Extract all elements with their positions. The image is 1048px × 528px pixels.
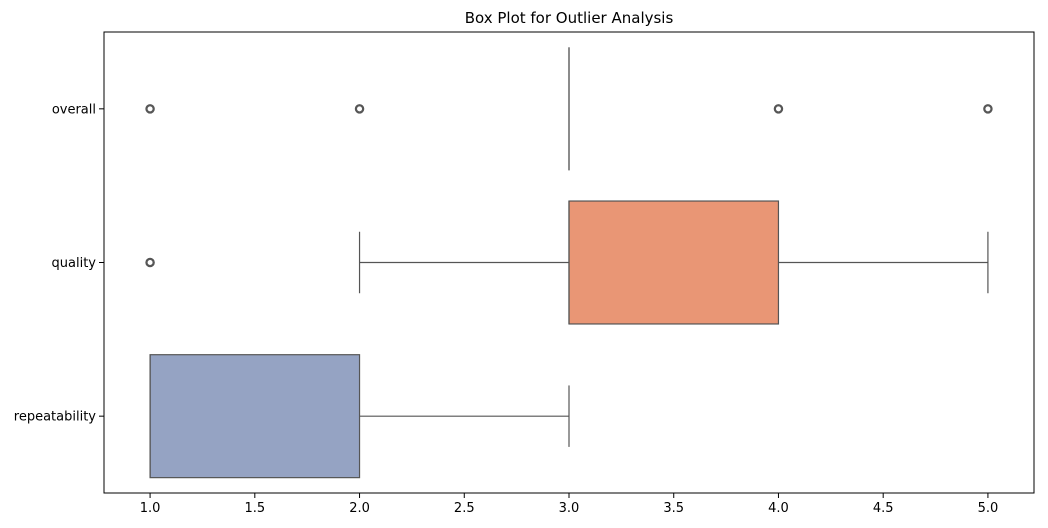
x-tick-label: 1.5	[244, 501, 265, 516]
outlier-overall-1	[354, 104, 365, 114]
outlier-overall-3	[983, 104, 993, 114]
outlier-ring-overall-2	[774, 105, 782, 113]
x-tick-label: 3.0	[559, 501, 580, 516]
axes: 1.0 1.5 2.0 2.5 3.0 3.5 4.0 4.5 5.0 overall qualit…	[14, 102, 998, 516]
x-tick-label: 3.5	[663, 501, 684, 516]
y-tick-label-overall: overall	[52, 102, 96, 117]
y-tick-label-quality: quality	[52, 256, 97, 271]
x-tick-label: 1.0	[140, 501, 161, 516]
x-tick-label: 5.0	[978, 501, 999, 516]
chart-title: Box Plot for Outlier Analysis	[465, 9, 674, 27]
outlier-quality-0	[145, 257, 155, 268]
outlier-ring-overall-3	[984, 105, 992, 113]
x-tick-label: 4.0	[768, 501, 789, 516]
outlier-overall-2	[773, 104, 784, 114]
outlier-ring-overall-1	[356, 105, 364, 113]
box-quality	[568, 200, 780, 325]
box-repeatability	[149, 354, 361, 479]
outlier-ring-overall-0	[146, 105, 154, 113]
x-tick-label: 2.5	[454, 501, 475, 516]
outlier-ring-quality-0	[146, 259, 154, 266]
plot-area	[145, 47, 993, 479]
x-tick-label: 2.0	[349, 501, 370, 516]
x-tick-label: 4.5	[873, 501, 894, 516]
y-tick-label-repeatability: repeatability	[14, 410, 97, 425]
outlier-overall-0	[145, 104, 155, 114]
